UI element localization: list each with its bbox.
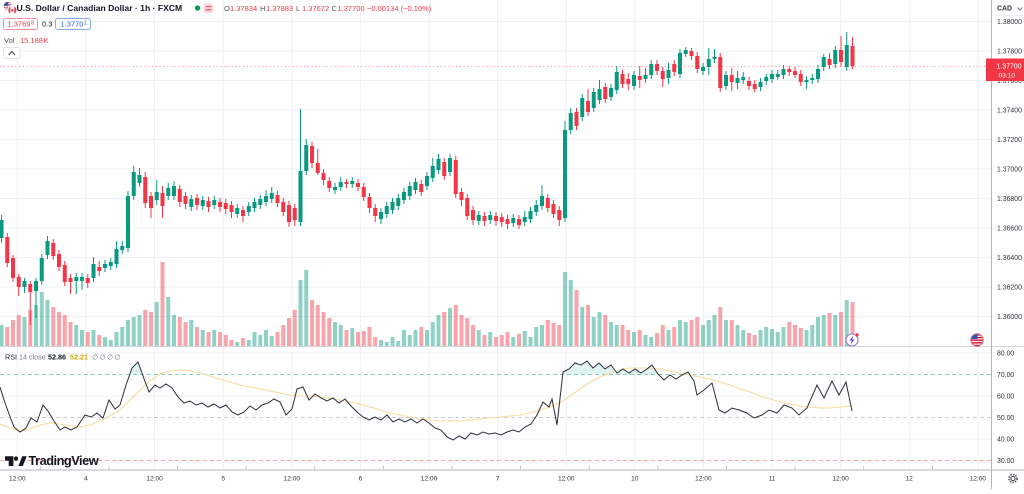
svg-text:8: 8 bbox=[31, 21, 34, 27]
svg-text:12:00: 12:00 bbox=[421, 476, 438, 483]
svg-text:12:00: 12:00 bbox=[9, 476, 26, 483]
svg-text:CAD: CAD bbox=[997, 6, 1012, 13]
svg-text:10: 10 bbox=[631, 476, 639, 483]
svg-text:1.37700: 1.37700 bbox=[338, 4, 365, 13]
svg-text:1.37200: 1.37200 bbox=[997, 137, 1022, 144]
svg-text:1.36200: 1.36200 bbox=[997, 285, 1022, 292]
svg-text:70.00: 70.00 bbox=[997, 372, 1014, 379]
svg-text:Vol: Vol bbox=[4, 36, 15, 45]
svg-text:1.37883: 1.37883 bbox=[266, 4, 293, 13]
svg-text:1.37834: 1.37834 bbox=[230, 4, 257, 13]
svg-text:12:00: 12:00 bbox=[146, 476, 163, 483]
svg-text:1: 1 bbox=[84, 21, 87, 27]
svg-text:60.00: 60.00 bbox=[997, 394, 1014, 401]
svg-text:12: 12 bbox=[906, 476, 914, 483]
svg-text:C: C bbox=[332, 4, 338, 13]
svg-text:12:00: 12:00 bbox=[970, 476, 987, 483]
svg-text:12:00: 12:00 bbox=[832, 476, 849, 483]
svg-text:80.00: 80.00 bbox=[997, 351, 1014, 358]
svg-text:L: L bbox=[296, 4, 300, 13]
svg-text:∅: ∅ bbox=[100, 355, 106, 362]
svg-text:U.S. Dollar / Canadian Dollar: U.S. Dollar / Canadian Dollar · 1h · FXC… bbox=[17, 3, 183, 13]
svg-text:6: 6 bbox=[359, 476, 363, 483]
svg-text:∅: ∅ bbox=[115, 355, 121, 362]
svg-text:1.37400: 1.37400 bbox=[997, 108, 1022, 115]
svg-text:−0.00134 (−0.10%): −0.00134 (−0.10%) bbox=[367, 4, 432, 13]
svg-text:52.86: 52.86 bbox=[48, 353, 66, 362]
svg-text:1.37800: 1.37800 bbox=[997, 49, 1022, 56]
svg-text:1.37672: 1.37672 bbox=[302, 4, 329, 13]
svg-text:1.36400: 1.36400 bbox=[997, 255, 1022, 262]
svg-text:1.37000: 1.37000 bbox=[997, 167, 1022, 174]
svg-text:14 close: 14 close bbox=[19, 353, 46, 362]
svg-text:15.188 K: 15.188 K bbox=[20, 36, 49, 45]
svg-text:50.00: 50.00 bbox=[997, 415, 1014, 422]
svg-text:52.21: 52.21 bbox=[70, 353, 88, 362]
svg-text:1.36000: 1.36000 bbox=[997, 314, 1022, 321]
svg-text:O: O bbox=[224, 4, 230, 13]
svg-text:1.37600: 1.37600 bbox=[997, 78, 1022, 85]
svg-text:11: 11 bbox=[769, 476, 776, 483]
svg-text:12:00: 12:00 bbox=[558, 476, 575, 483]
svg-text:0.3: 0.3 bbox=[42, 20, 52, 29]
svg-text:TradingView: TradingView bbox=[29, 453, 99, 468]
svg-text:1.36800: 1.36800 bbox=[997, 196, 1022, 203]
svg-text:∅: ∅ bbox=[92, 355, 98, 362]
svg-text:H: H bbox=[260, 4, 265, 13]
svg-text:1.37700: 1.37700 bbox=[997, 64, 1022, 71]
svg-text:12:00: 12:00 bbox=[695, 476, 712, 483]
svg-text:1.3769: 1.3769 bbox=[8, 20, 31, 29]
svg-text:7: 7 bbox=[496, 476, 500, 483]
svg-text:∅: ∅ bbox=[107, 355, 113, 362]
svg-text:5: 5 bbox=[221, 476, 225, 483]
svg-text:40.00: 40.00 bbox=[997, 437, 1014, 444]
svg-text:RSI: RSI bbox=[5, 353, 17, 362]
svg-text:30.00: 30.00 bbox=[997, 458, 1014, 465]
svg-text:1.36600: 1.36600 bbox=[997, 226, 1022, 233]
svg-text:4: 4 bbox=[84, 476, 88, 483]
svg-text:12:00: 12:00 bbox=[284, 476, 301, 483]
svg-text:1.3770: 1.3770 bbox=[61, 20, 84, 29]
svg-text:03:10: 03:10 bbox=[999, 73, 1016, 80]
svg-text:1.38000: 1.38000 bbox=[997, 19, 1022, 26]
